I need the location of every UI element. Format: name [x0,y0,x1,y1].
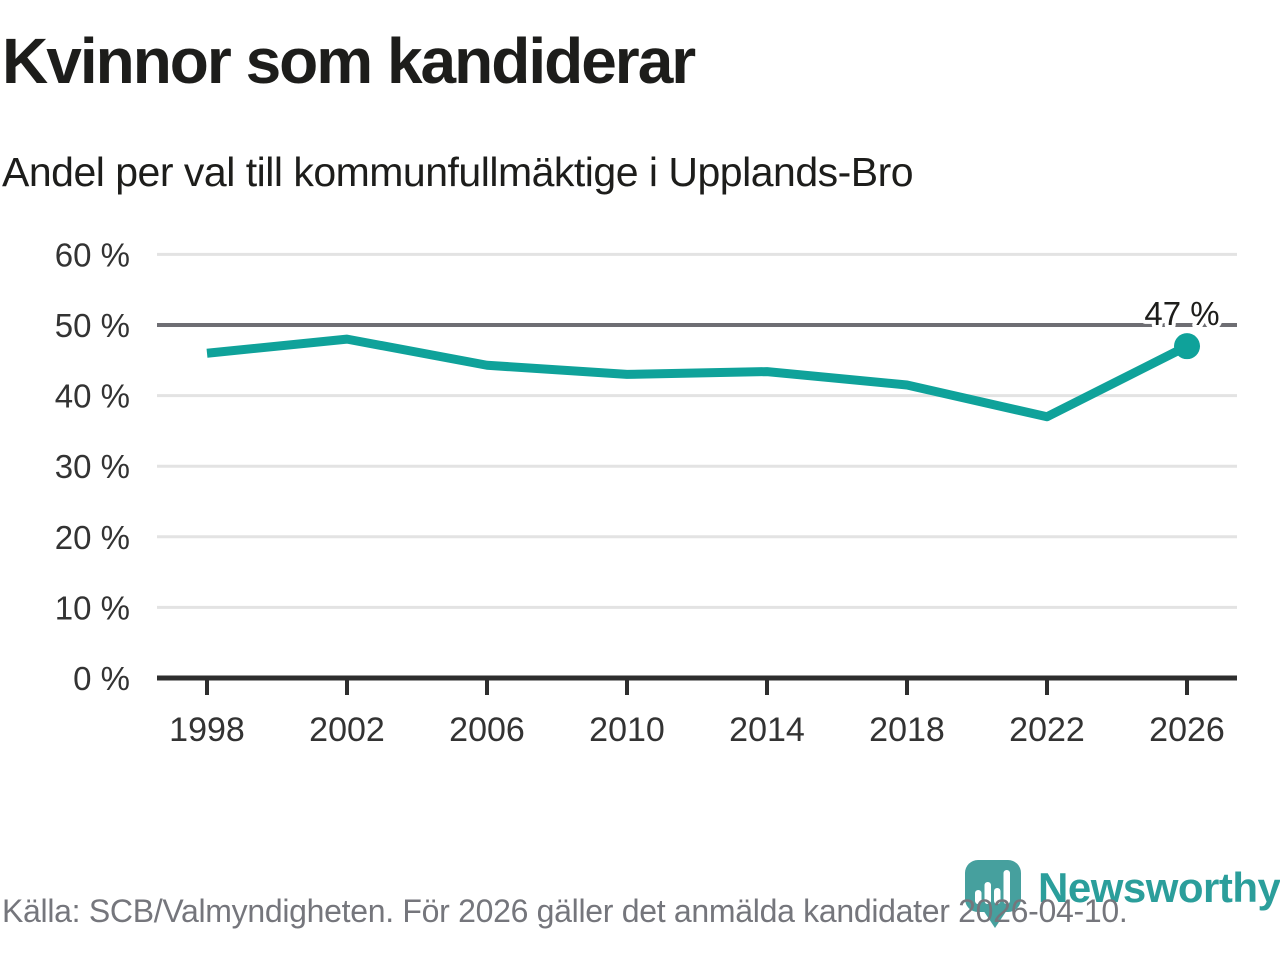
chart-title: Kvinnor som kandiderar [2,25,696,97]
y-axis-label: 0 % [73,660,130,697]
x-axis-label: 2026 [1149,711,1225,749]
y-axis-label: 30 % [55,448,130,485]
x-axis-label: 2014 [729,711,805,749]
chart-canvas: 0 % 10 % 20 % 30 % 40 % 50 % 60 % 1998 2002 2006 2… [55,236,1237,749]
y-axis-label: 60 % [55,236,130,273]
x-axis-label: 2022 [1009,711,1085,749]
y-axis-label: 10 % [55,589,130,626]
y-axis-label: 40 % [55,378,130,415]
line-chart: 0 % 10 % 20 % 30 % 40 % 50 % 60 % 1998 2002 2006 2… [0,230,1280,770]
x-axis-label: 2018 [869,711,945,749]
source-note: Källa: SCB/Valmyndigheten. För 2026 gäll… [2,893,1128,929]
x-axis-label: 1998 [169,711,245,749]
chart-subtitle: Andel per val till kommunfullmäktige i U… [2,149,914,195]
data-point-marker [1174,333,1200,360]
y-axis-label: 20 % [55,519,130,556]
data-line [206,334,1190,422]
y-axis-label: 50 % [55,307,130,344]
x-axis-label: 2006 [449,711,525,749]
end-value-label: 47 % [1144,295,1219,332]
x-axis-label: 2002 [309,711,385,749]
x-axis-label: 2010 [589,711,665,749]
